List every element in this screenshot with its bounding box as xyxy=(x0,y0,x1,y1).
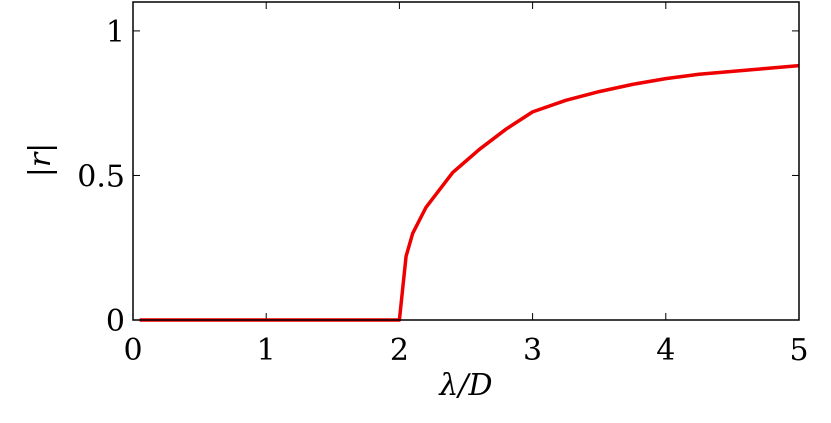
x-tick-label: 3 xyxy=(523,333,542,368)
x-tick-label: 5 xyxy=(789,333,808,368)
y-axis-label: |r| xyxy=(23,143,58,178)
x-tick-label: 2 xyxy=(390,333,409,368)
x-tick-label: 1 xyxy=(257,333,276,368)
plot-frame xyxy=(132,1,800,321)
y-tick-label: 0.5 xyxy=(77,159,125,194)
y-tick-label: 0 xyxy=(106,304,125,339)
x-tick-label: 4 xyxy=(656,333,675,368)
x-axis-label: λ/D xyxy=(438,368,492,403)
data-line xyxy=(139,63,800,322)
x-tick-label: 0 xyxy=(123,333,142,368)
y-tick-label: 1 xyxy=(106,15,125,50)
